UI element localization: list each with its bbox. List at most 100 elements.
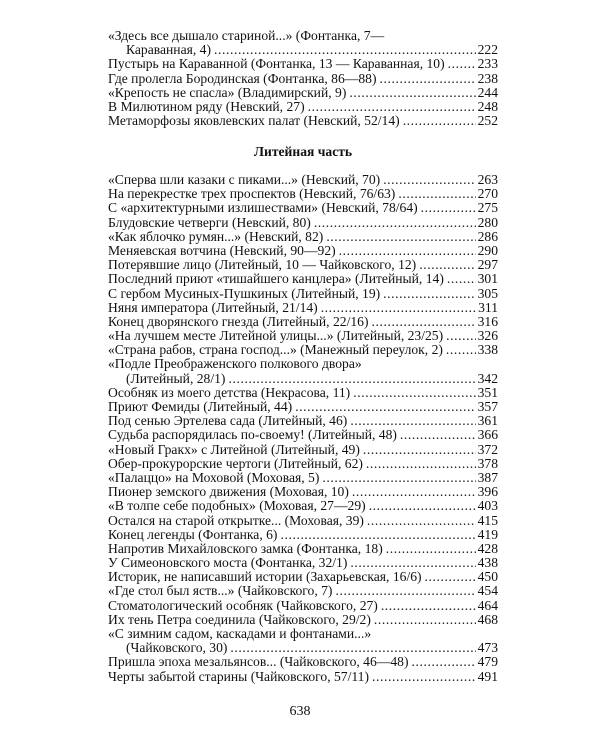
entry-title: «Крепость не спасла» (Владимирский, 9) [108, 85, 347, 100]
toc-entry: Черты забытой старины (Чайковского, 57/1… [108, 670, 498, 684]
entry-page: 378 [477, 456, 498, 471]
entry-title: «В толпе себе подобных» (Моховая, 27—29) [108, 499, 366, 514]
entry-page: 301 [477, 272, 498, 287]
dot-leader [335, 584, 475, 598]
entry-page: 357 [477, 400, 498, 414]
entry-title: На перекрестке трех проспектов (Невский,… [108, 187, 396, 202]
toc-entry: Конец легенды (Фонтанка, 6) 419 [108, 528, 498, 542]
toc-entry: «Где стол был яств...» (Чайковского, 7) 4… [108, 584, 498, 598]
entry-page: 326 [477, 329, 498, 344]
dot-leader [372, 670, 476, 684]
toc-entry: Пустырь на Караванной (Фонтанка, 13 — Ка… [108, 57, 498, 71]
entry-page: 351 [477, 385, 498, 400]
entry-page: 233 [477, 57, 498, 72]
entry-title: Последний приют «тишайшего канцлера» (Ли… [108, 272, 444, 287]
entry-page: 290 [477, 243, 498, 258]
entry-page: 297 [477, 258, 498, 273]
entry-page: 361 [477, 414, 498, 429]
entry-title: Пустырь на Караванной (Фонтанка, 13 — Ка… [108, 57, 445, 72]
entry-page: 491 [477, 669, 498, 684]
dot-leader [321, 301, 476, 315]
entry-page: 372 [477, 442, 498, 457]
entry-title: Черты забытой старины (Чайковского, 57/1… [108, 669, 369, 684]
entry-title: Конец дворянского гнезда (Литейный, 22/1… [108, 314, 369, 329]
toc-entry: «Как яблочко румян...» (Невский, 82) 286 [108, 230, 498, 244]
entry-page: 479 [477, 655, 498, 670]
entry-title-continuation: (Литейный, 28/1) [126, 371, 226, 386]
entry-title: «Здесь все дышало стариной...» (Фонтанка… [108, 29, 385, 43]
entry-title: Напротив Михайловского замка (Фонтанка, … [108, 541, 383, 556]
entry-page: 248 [477, 99, 498, 114]
toc-entry: Потерявшие лицо (Литейный, 10 — Чайковск… [108, 258, 498, 272]
entry-page: 438 [477, 556, 498, 571]
dot-leader [411, 655, 475, 669]
dot-leader [381, 599, 476, 613]
entry-title: «На лучшем месте Литейной улицы...» (Лит… [108, 329, 444, 344]
toc-entry: На перекрестке трех проспектов (Невский,… [108, 187, 498, 201]
entry-title: «Палаццо» на Моховой (Моховая, 5) [108, 470, 320, 485]
entry-page: 468 [477, 612, 498, 627]
toc-entry: Пришла эпоха мезальянсов... (Чайковского… [108, 655, 498, 669]
entry-title: Где пролегла Бородинская (Фонтанка, 86—8… [108, 71, 377, 86]
entry-page: 305 [477, 286, 498, 301]
entry-title: Под сенью Эртелева сада (Литейный, 46) [108, 414, 348, 429]
toc-entry: В Милютином ряду (Невский, 27) 248 [108, 100, 498, 114]
dot-leader [367, 514, 476, 528]
entry-title: Стоматологический особняк (Чайковского, … [108, 598, 378, 613]
entry-page: 403 [477, 499, 498, 514]
dot-leader [419, 258, 475, 272]
dot-leader [371, 315, 475, 329]
entry-title-continuation: Караванная, 4) [126, 43, 211, 58]
entry-title: В Милютином ряду (Невский, 27) [108, 99, 305, 114]
entry-page: 270 [477, 187, 498, 202]
entry-page: 286 [477, 229, 498, 244]
toc-entry: С гербом Мусиных-Пушкиных (Литейный, 19)… [108, 287, 498, 301]
entry-page: 387 [477, 470, 498, 485]
dot-leader [228, 372, 475, 386]
entry-title: С гербом Мусиных-Пушкиных (Литейный, 19) [108, 286, 381, 301]
toc-entry: Блудовские четверги (Невский, 80) 280 [108, 216, 498, 230]
toc-entry: «С зимним садом, каскадами и фонтанами..… [108, 627, 498, 655]
entry-title: Их тень Петра соединила (Чайковского, 29… [108, 612, 371, 627]
toc-entry: Их тень Петра соединила (Чайковского, 29… [108, 613, 498, 627]
toc-list-top: «Здесь все дышало стариной...» (Фонтанка… [108, 29, 498, 128]
entry-page: 419 [477, 527, 498, 542]
entry-title: Потерявшие лицо (Литейный, 10 — Чайковск… [108, 258, 417, 273]
entry-title: «Сперва шли казаки с пиками...» (Невский… [108, 173, 381, 187]
entry-page: 464 [477, 598, 498, 613]
dot-leader [379, 72, 475, 86]
toc-entry: Метаморфозы яковлевских палат (Невский, … [108, 114, 498, 128]
toc-entry: Няня императора (Литейный, 21/14) 311 [108, 301, 498, 315]
dot-leader [421, 201, 476, 215]
dot-leader [350, 556, 475, 570]
entry-title: «Как яблочко румян...» (Невский, 82) [108, 229, 324, 244]
entry-title: «Где стол был яств...» (Чайковского, 7) [108, 584, 333, 599]
dot-leader [363, 443, 476, 457]
entry-page: 415 [477, 513, 498, 528]
toc-entry: «Палаццо» на Моховой (Моховая, 5) 387 [108, 471, 498, 485]
dot-leader [280, 528, 475, 542]
toc-entry: Обер-прокурорские чертоги (Литейный, 62)… [108, 457, 498, 471]
entry-title: Судьба распорядилась по-своему! (Литейны… [108, 428, 397, 443]
entry-page: 275 [477, 201, 498, 216]
entry-page: 263 [477, 173, 498, 187]
toc-entry: Остался на старой открытке... (Моховая, … [108, 514, 498, 528]
toc-entry: С «архитектурными излишествами» (Невский… [108, 201, 498, 215]
dot-leader [446, 343, 476, 357]
entry-page: 342 [477, 371, 498, 386]
entry-page: 450 [477, 570, 498, 585]
dot-leader [230, 641, 475, 655]
toc-entry: «В толпе себе подобных» (Моховая, 27—29)… [108, 499, 498, 513]
toc-entry: «Крепость не спасла» (Владимирский, 9) 24… [108, 86, 498, 100]
entry-page: 311 [478, 300, 498, 315]
entry-title: Блудовские четверги (Невский, 80) [108, 215, 311, 230]
entry-title: Пришла эпоха мезальянсов... (Чайковского… [108, 655, 409, 670]
dot-leader [350, 414, 475, 428]
entry-page: 244 [477, 85, 498, 100]
toc-entry: Меняевская вотчина (Невский, 90—92) 290 [108, 244, 498, 258]
section-heading: Литейная часть [253, 144, 353, 159]
dot-leader [339, 244, 476, 258]
entry-title: Историк, не написавший истории (Захарьев… [108, 570, 422, 585]
dot-leader [349, 86, 475, 100]
entry-page: 396 [477, 485, 498, 500]
